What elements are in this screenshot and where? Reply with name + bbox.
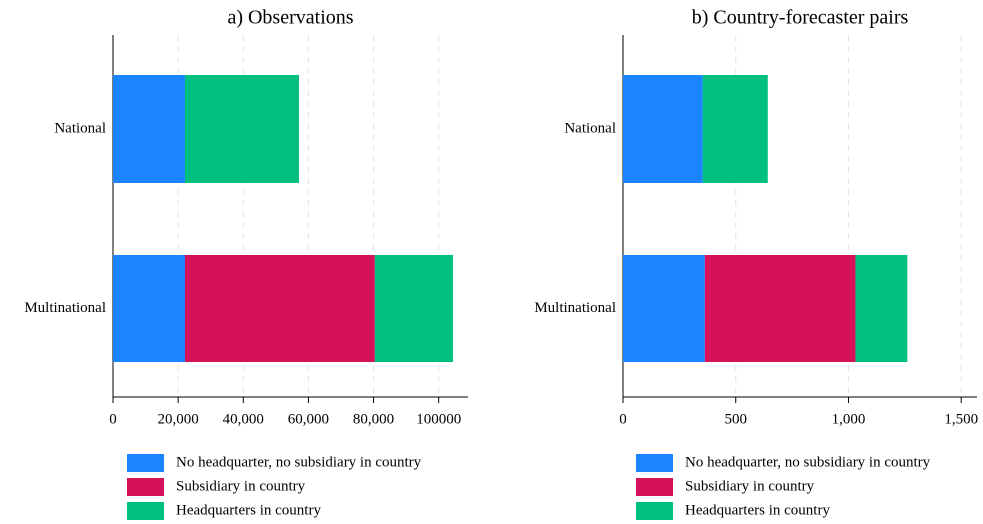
category-label: Multinational xyxy=(534,300,616,316)
chart-title: b) Country-forecaster pairs xyxy=(692,7,909,29)
bar-segment xyxy=(623,75,703,183)
legend-label: No headquarter, no subsidiary in country xyxy=(685,454,931,470)
legend-swatch xyxy=(127,454,164,472)
legend-label: Subsidiary in country xyxy=(176,478,306,494)
legend-label: Headquarters in country xyxy=(176,502,321,518)
legend-label: Headquarters in country xyxy=(685,502,830,518)
x-tick-label: 0 xyxy=(109,411,117,427)
bar-segment xyxy=(113,255,185,362)
category-label: National xyxy=(564,120,616,136)
bar-segment xyxy=(374,255,454,362)
legend-swatch xyxy=(636,502,673,520)
x-tick-label: 500 xyxy=(724,411,747,427)
x-tick-label: 80,000 xyxy=(353,411,394,427)
x-tick-label: 40,000 xyxy=(223,411,264,427)
bar-segment xyxy=(184,255,375,362)
bar-segment xyxy=(184,75,299,183)
x-tick-label: 1,000 xyxy=(832,411,866,427)
legend-swatch xyxy=(636,478,673,496)
legend-swatch xyxy=(127,478,164,496)
category-label: National xyxy=(54,120,106,136)
x-tick-label: 20,000 xyxy=(158,411,199,427)
x-tick-label: 1,500 xyxy=(944,411,978,427)
legend-swatch xyxy=(127,502,164,520)
chart-title: a) Observations xyxy=(227,7,353,29)
bar-segment xyxy=(113,75,185,183)
x-tick-label: 100000 xyxy=(416,411,461,427)
x-tick-label: 60,000 xyxy=(288,411,329,427)
x-tick-label: 0 xyxy=(619,411,627,427)
legend-swatch xyxy=(636,454,673,472)
category-label: Multinational xyxy=(24,300,106,316)
bar-segment xyxy=(702,75,768,183)
bar-segment xyxy=(623,255,705,362)
legend-label: No headquarter, no subsidiary in country xyxy=(176,454,422,470)
bar-segment xyxy=(855,255,908,362)
legend-label: Subsidiary in country xyxy=(685,478,815,494)
bar-segment xyxy=(704,255,856,362)
